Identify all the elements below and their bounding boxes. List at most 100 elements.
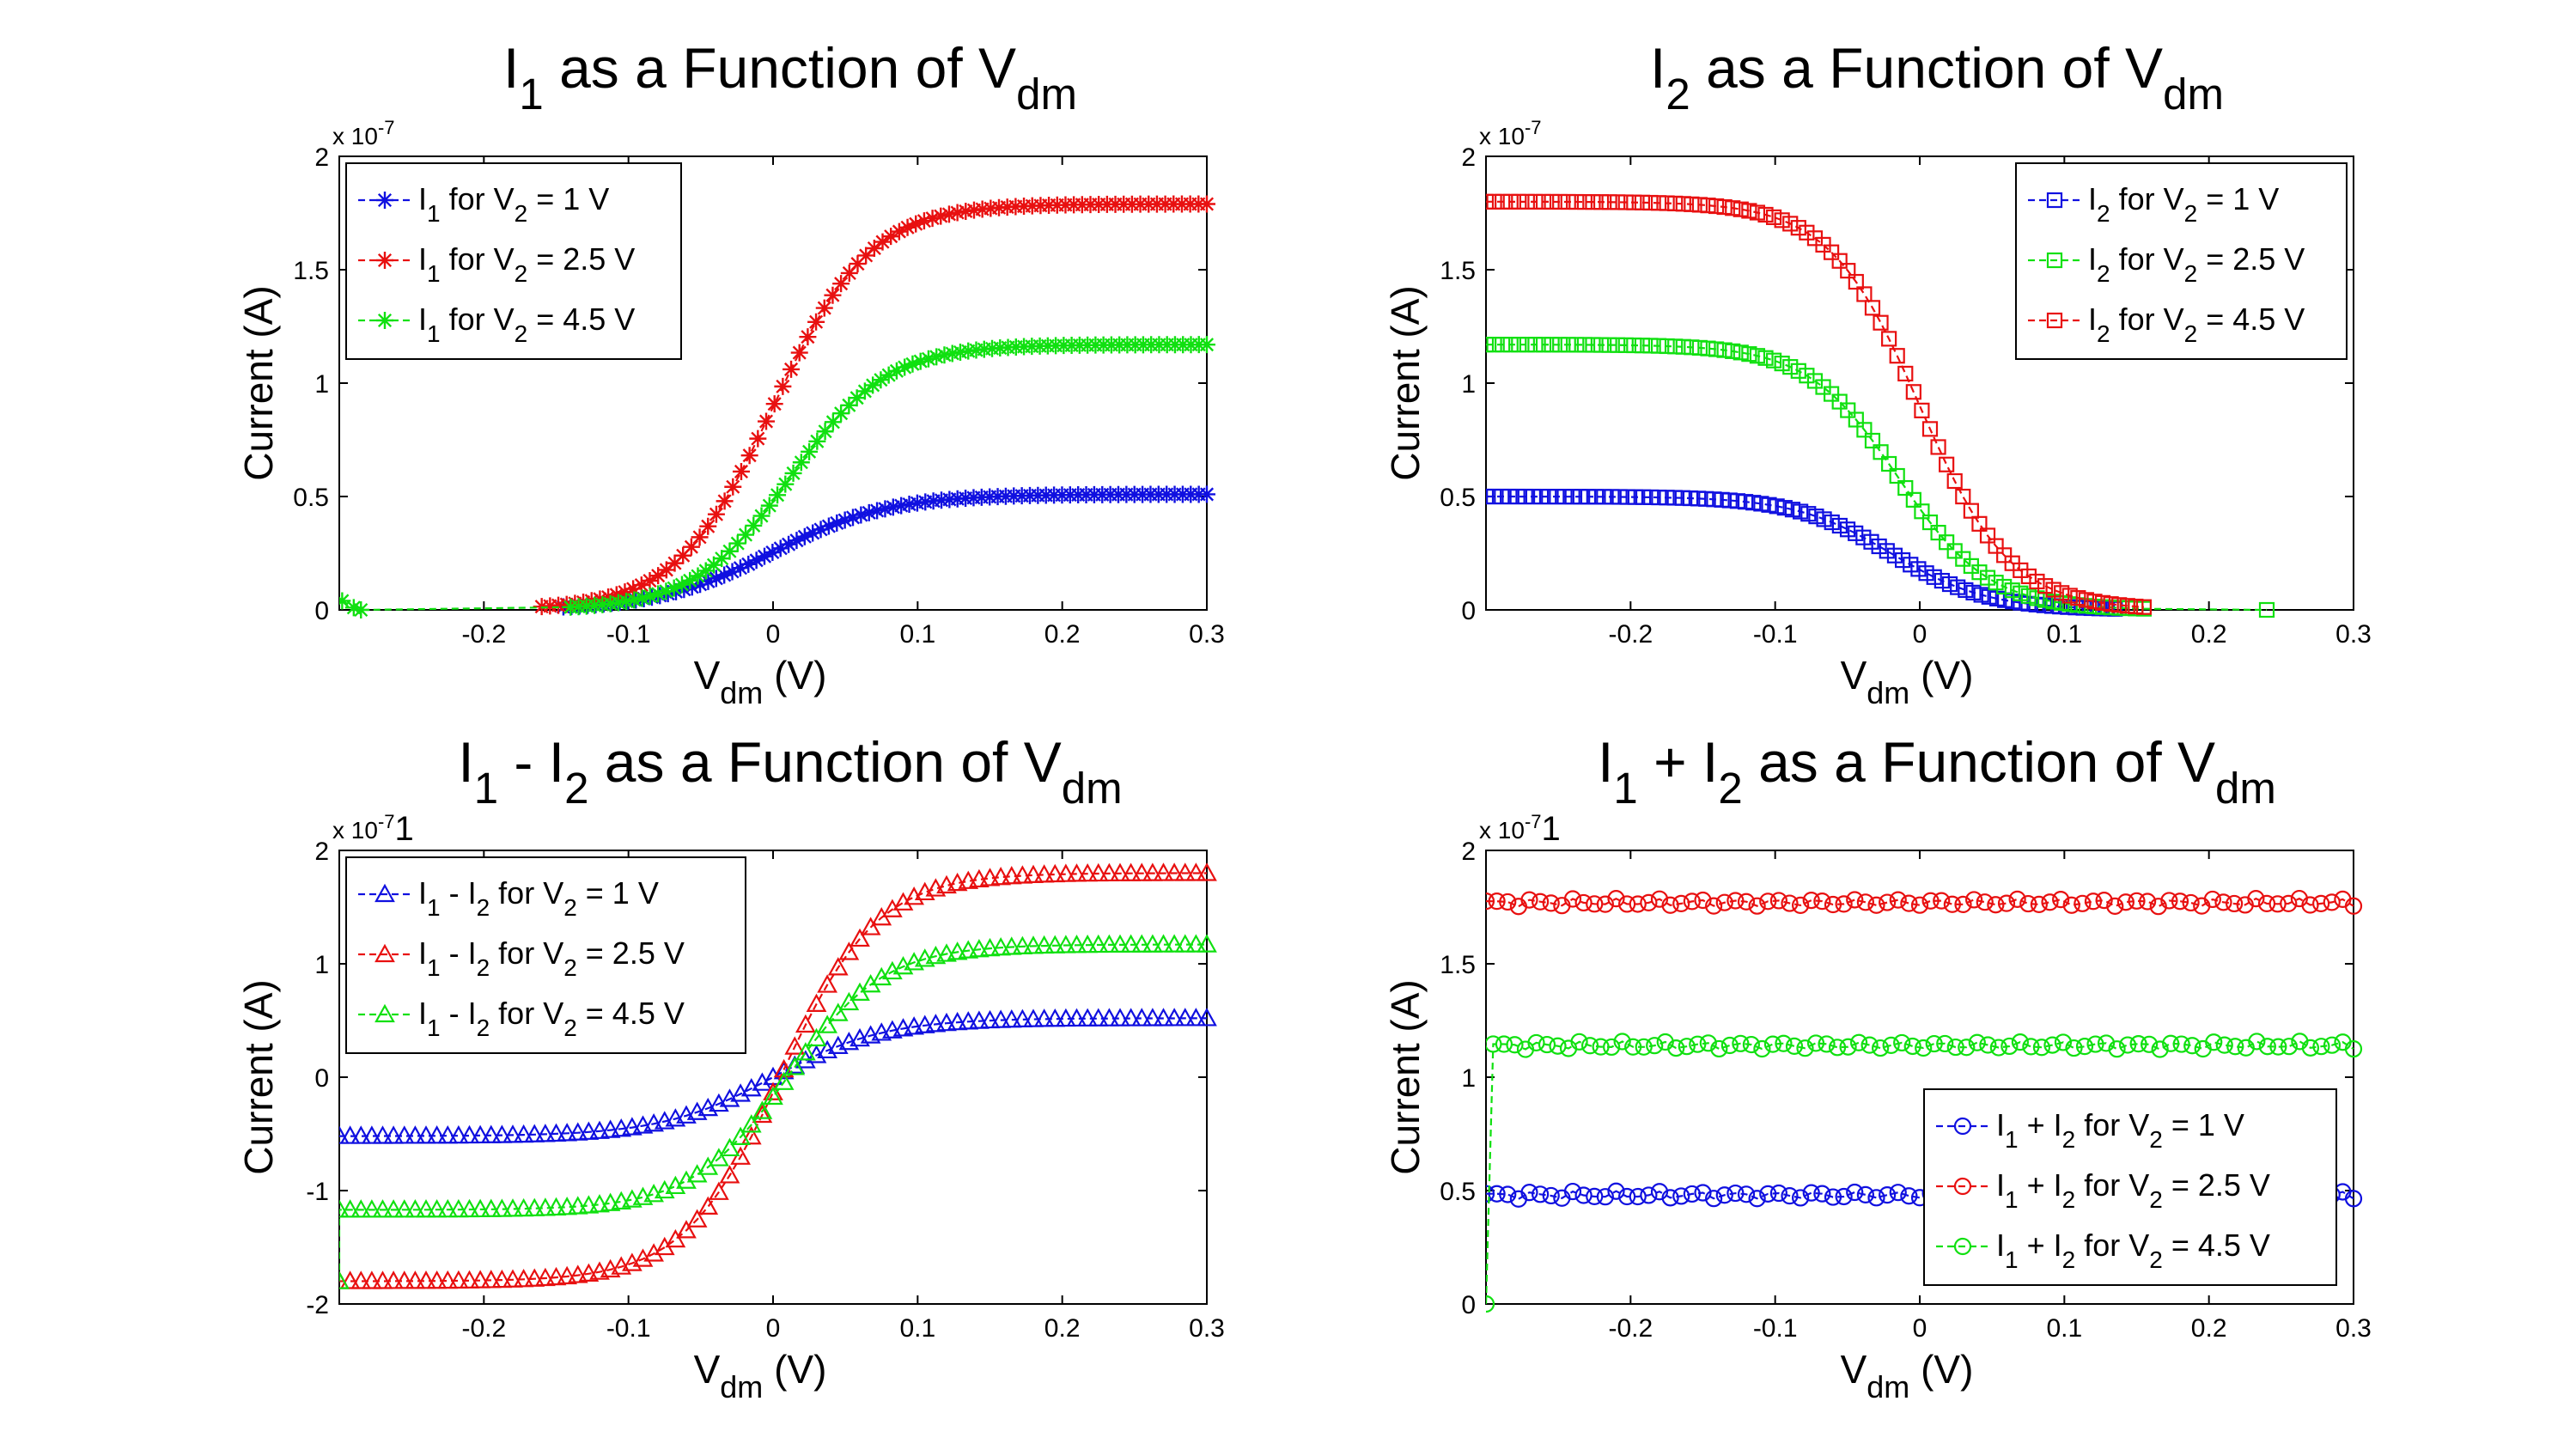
- data-point: [848, 389, 866, 407]
- data-point: [1737, 893, 1756, 911]
- data-point: [437, 1124, 459, 1144]
- data-point: [1603, 1038, 1621, 1057]
- data-point: [1494, 488, 1510, 505]
- data-point: [716, 566, 734, 584]
- data-point: [1691, 197, 1708, 213]
- data-point: [2008, 890, 2026, 908]
- legend-label: I1 + I2 for V2 = 4.5 V: [1996, 1228, 2270, 1273]
- data-point: [2111, 597, 2128, 613]
- series-2: [1486, 337, 2275, 618]
- data-point: [2029, 590, 2045, 606]
- data-point: [2151, 1040, 2169, 1058]
- data-point: [1782, 216, 1799, 232]
- data-point: [1110, 1008, 1130, 1027]
- data-point: [2344, 1040, 2363, 1058]
- data-point: [1613, 1033, 1631, 1051]
- data-point: [816, 423, 834, 441]
- data-point: [1963, 503, 1979, 519]
- data-point: [1918, 565, 1934, 582]
- data-point: [1856, 286, 1873, 302]
- data-point: [707, 570, 725, 588]
- data-point: [1646, 1037, 1664, 1055]
- data-point: [491, 1124, 513, 1143]
- data-point: [1131, 862, 1153, 881]
- data-point: [1056, 863, 1076, 882]
- data-point: [674, 546, 692, 564]
- data-point: [1607, 1182, 1625, 1200]
- data-point: [1867, 1189, 1885, 1207]
- data-point: [815, 299, 833, 317]
- data-point: [2106, 897, 2124, 915]
- data-point: [1700, 340, 1716, 356]
- data-point: [795, 527, 813, 545]
- chart-title: I1 as a Function of Vdm: [503, 36, 1077, 119]
- series-2: [339, 862, 1217, 1289]
- data-point: [2280, 894, 2298, 912]
- data-point: [1889, 1184, 1907, 1202]
- data-point: [1001, 866, 1022, 885]
- data-point: [600, 1192, 621, 1211]
- data-point: [723, 563, 741, 581]
- data-point: [1926, 569, 1942, 585]
- data-point: [1585, 194, 1601, 210]
- data-point: [865, 239, 883, 257]
- data-point: [480, 1270, 502, 1289]
- data-point: [2037, 578, 2054, 594]
- data-point: [1889, 467, 1905, 484]
- data-point: [1486, 337, 1502, 353]
- data-point: [1576, 337, 1592, 353]
- data-point: [2046, 252, 2063, 269]
- legend-label: I1 + I2 for V2 = 1 V: [1996, 1107, 2244, 1153]
- data-point: [799, 328, 817, 346]
- data-point: [730, 1126, 751, 1145]
- data-point: [1617, 194, 1634, 210]
- data-point: [844, 509, 862, 527]
- data-point: [1953, 1177, 1972, 1196]
- data-point: [1056, 935, 1076, 953]
- series-line: [1486, 344, 2268, 612]
- x-tick-label: 0.1: [2046, 1314, 2082, 1343]
- data-point: [1774, 356, 1790, 372]
- data-point: [1769, 498, 1785, 515]
- data-point: [1033, 864, 1055, 883]
- data-point: [1694, 1184, 1712, 1202]
- data-point: [1973, 587, 1989, 603]
- data-point: [350, 1125, 372, 1144]
- data-point: [1506, 1036, 1524, 1054]
- series-3: [339, 934, 1217, 1289]
- data-point: [1979, 570, 1996, 586]
- data-point: [1110, 862, 1130, 881]
- data-point: [1792, 896, 1810, 914]
- data-point: [1568, 337, 1585, 353]
- data-point: [393, 1125, 415, 1144]
- data-point: [1066, 935, 1087, 953]
- data-point: [1897, 479, 1914, 497]
- data-point: [545, 1123, 567, 1142]
- data-point: [1831, 517, 1848, 534]
- data-point: [383, 1125, 404, 1144]
- data-point: [1785, 1037, 1804, 1055]
- data-point: [405, 1270, 426, 1289]
- data-point: [1864, 432, 1881, 449]
- x-axis-label: Vdm (V): [1841, 653, 1974, 710]
- data-point: [524, 1268, 545, 1287]
- data-point: [1610, 194, 1626, 210]
- data-point: [339, 592, 351, 610]
- data-point: [1769, 1184, 1787, 1203]
- data-point: [1950, 579, 1966, 595]
- data-point: [731, 559, 749, 577]
- data-point: [1848, 525, 1864, 541]
- data-point: [1596, 895, 1614, 913]
- data-point: [426, 1198, 448, 1218]
- data-point: [437, 1198, 459, 1218]
- data-point: [1120, 862, 1142, 881]
- legend-entry: I1 for V2 = 1 V: [358, 181, 609, 227]
- data-point: [1488, 1185, 1506, 1203]
- data-point: [1549, 489, 1565, 505]
- x-tick-label: 0: [1913, 620, 1927, 649]
- data-point: [691, 576, 709, 594]
- data-point: [480, 1198, 502, 1217]
- data-point: [1840, 402, 1856, 418]
- data-point: [1629, 895, 1647, 913]
